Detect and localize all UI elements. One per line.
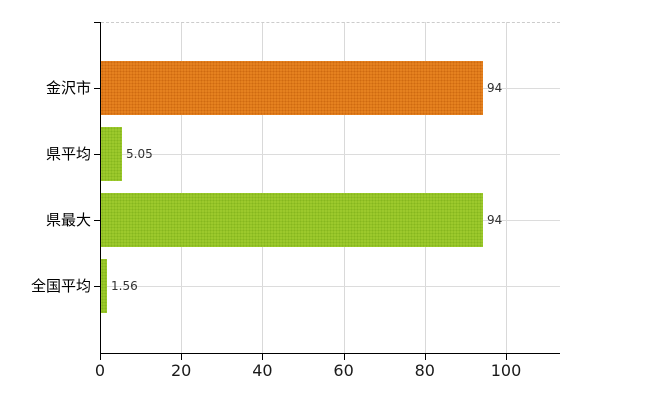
plot-top-border [101,22,560,23]
y-axis-top-tick [94,22,100,23]
category-label: 全国平均 [30,277,91,295]
bar-value-label: 5.05 [126,147,153,161]
x-axis-tick [100,354,101,360]
category-label: 金沢市 [45,79,91,97]
y-axis-tick [94,286,100,287]
x-axis-tick-label: 100 [490,361,522,380]
x-axis-tick [424,354,426,360]
x-axis-tick [181,354,183,360]
vertical-gridline [262,22,264,353]
bar-value-label: 94 [487,213,503,227]
x-axis-tick-label: 0 [94,361,106,380]
bar-value-label: 94 [487,81,503,95]
y-axis-tick [94,154,100,155]
category-label: 県最大 [45,211,91,229]
bar [101,193,483,247]
bar [101,61,483,115]
bar [101,127,122,181]
x-axis-tick-label: 20 [171,361,192,380]
x-axis-tick [506,354,507,360]
x-axis-tick-label: 40 [252,361,273,380]
x-axis [100,353,560,354]
x-axis-tick [343,354,345,360]
vertical-gridline [181,22,183,353]
vertical-gridline [506,22,507,353]
x-axis-tick-label: 80 [414,361,435,380]
horizontal-gridline [101,286,560,287]
x-axis-tick [262,354,264,360]
bar [101,259,107,313]
vertical-gridline [424,22,426,353]
y-axis-tick [94,88,100,89]
horizontal-gridline [101,154,560,155]
category-label: 県平均 [45,145,91,163]
y-axis-tick [94,220,100,221]
vertical-gridline [343,22,345,353]
bar-value-label: 1.56 [111,279,138,293]
y-axis [100,22,101,354]
x-axis-tick-label: 60 [333,361,354,380]
